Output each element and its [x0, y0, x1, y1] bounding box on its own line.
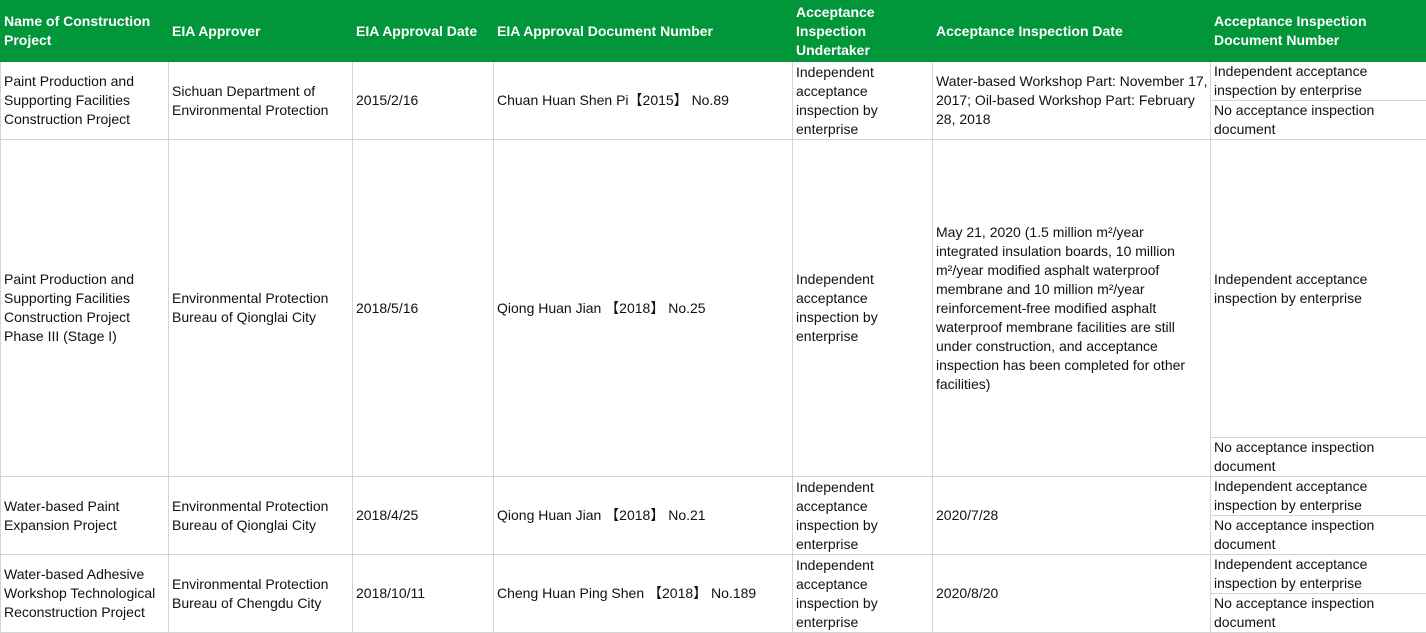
- cell-project-name: Paint Production and Supporting Faciliti…: [1, 62, 169, 140]
- cell-eia-approval-date: 2018/10/11: [353, 555, 494, 633]
- cell-inspection-doc: No acceptance inspection document: [1211, 594, 1426, 633]
- cell-inspection-doc: No acceptance inspection document: [1211, 438, 1426, 477]
- cell-undertaker: Independent acceptance inspection by ent…: [793, 477, 933, 555]
- cell-eia-approval-date: 2015/2/16: [353, 62, 494, 140]
- table-row: Paint Production and Supporting Faciliti…: [1, 62, 1426, 101]
- cell-eia-approval-date: 2018/4/25: [353, 477, 494, 555]
- header-inspection-doc: Acceptance Inspection Document Number: [1211, 1, 1426, 62]
- cell-inspection-doc: Independent acceptance inspection by ent…: [1211, 477, 1426, 516]
- cell-eia-approver: Environmental Protection Bureau of Qiong…: [169, 140, 353, 477]
- cell-project-name: Water-based Adhesive Workshop Technologi…: [1, 555, 169, 633]
- header-inspection-date: Acceptance Inspection Date: [933, 1, 1211, 62]
- cell-undertaker: Independent acceptance inspection by ent…: [793, 62, 933, 140]
- cell-inspection-doc: Independent acceptance inspection by ent…: [1211, 555, 1426, 594]
- cell-eia-approver: Environmental Protection Bureau of Qiong…: [169, 477, 353, 555]
- cell-inspection-doc: Independent acceptance inspection by ent…: [1211, 140, 1426, 438]
- cell-inspection-doc: No acceptance inspection document: [1211, 101, 1426, 140]
- cell-inspection-date: 2020/8/20: [933, 555, 1211, 633]
- cell-eia-doc-number: Qiong Huan Jian 【2018】 No.25: [494, 140, 793, 477]
- cell-project-name: Paint Production and Supporting Faciliti…: [1, 140, 169, 477]
- cell-inspection-doc: Independent acceptance inspection by ent…: [1211, 62, 1426, 101]
- cell-eia-doc-number: Qiong Huan Jian 【2018】 No.21: [494, 477, 793, 555]
- header-eia-doc-number: EIA Approval Document Number: [494, 1, 793, 62]
- cell-eia-doc-number: Cheng Huan Ping Shen 【2018】 No.189: [494, 555, 793, 633]
- cell-project-name: Water-based Paint Expansion Project: [1, 477, 169, 555]
- header-row: Name of Construction Project EIA Approve…: [1, 1, 1426, 62]
- cell-inspection-doc: No acceptance inspection document: [1211, 516, 1426, 555]
- cell-eia-approver: Environmental Protection Bureau of Cheng…: [169, 555, 353, 633]
- cell-inspection-date: May 21, 2020 (1.5 million m²/year integr…: [933, 140, 1211, 477]
- cell-eia-approval-date: 2018/5/16: [353, 140, 494, 477]
- table-row: Water-based Adhesive Workshop Technologi…: [1, 555, 1426, 594]
- header-undertaker: Acceptance Inspection Undertaker: [793, 1, 933, 62]
- header-eia-approver: EIA Approver: [169, 1, 353, 62]
- cell-eia-approver: Sichuan Department of Environmental Prot…: [169, 62, 353, 140]
- cell-inspection-date: Water-based Workshop Part: November 17, …: [933, 62, 1211, 140]
- header-eia-approval-date: EIA Approval Date: [353, 1, 494, 62]
- table-row: Paint Production and Supporting Faciliti…: [1, 140, 1426, 438]
- cell-undertaker: Independent acceptance inspection by ent…: [793, 140, 933, 477]
- header-project-name: Name of Construction Project: [1, 1, 169, 62]
- cell-inspection-date: 2020/7/28: [933, 477, 1211, 555]
- cell-eia-doc-number: Chuan Huan Shen Pi【2015】 No.89: [494, 62, 793, 140]
- cell-undertaker: Independent acceptance inspection by ent…: [793, 555, 933, 633]
